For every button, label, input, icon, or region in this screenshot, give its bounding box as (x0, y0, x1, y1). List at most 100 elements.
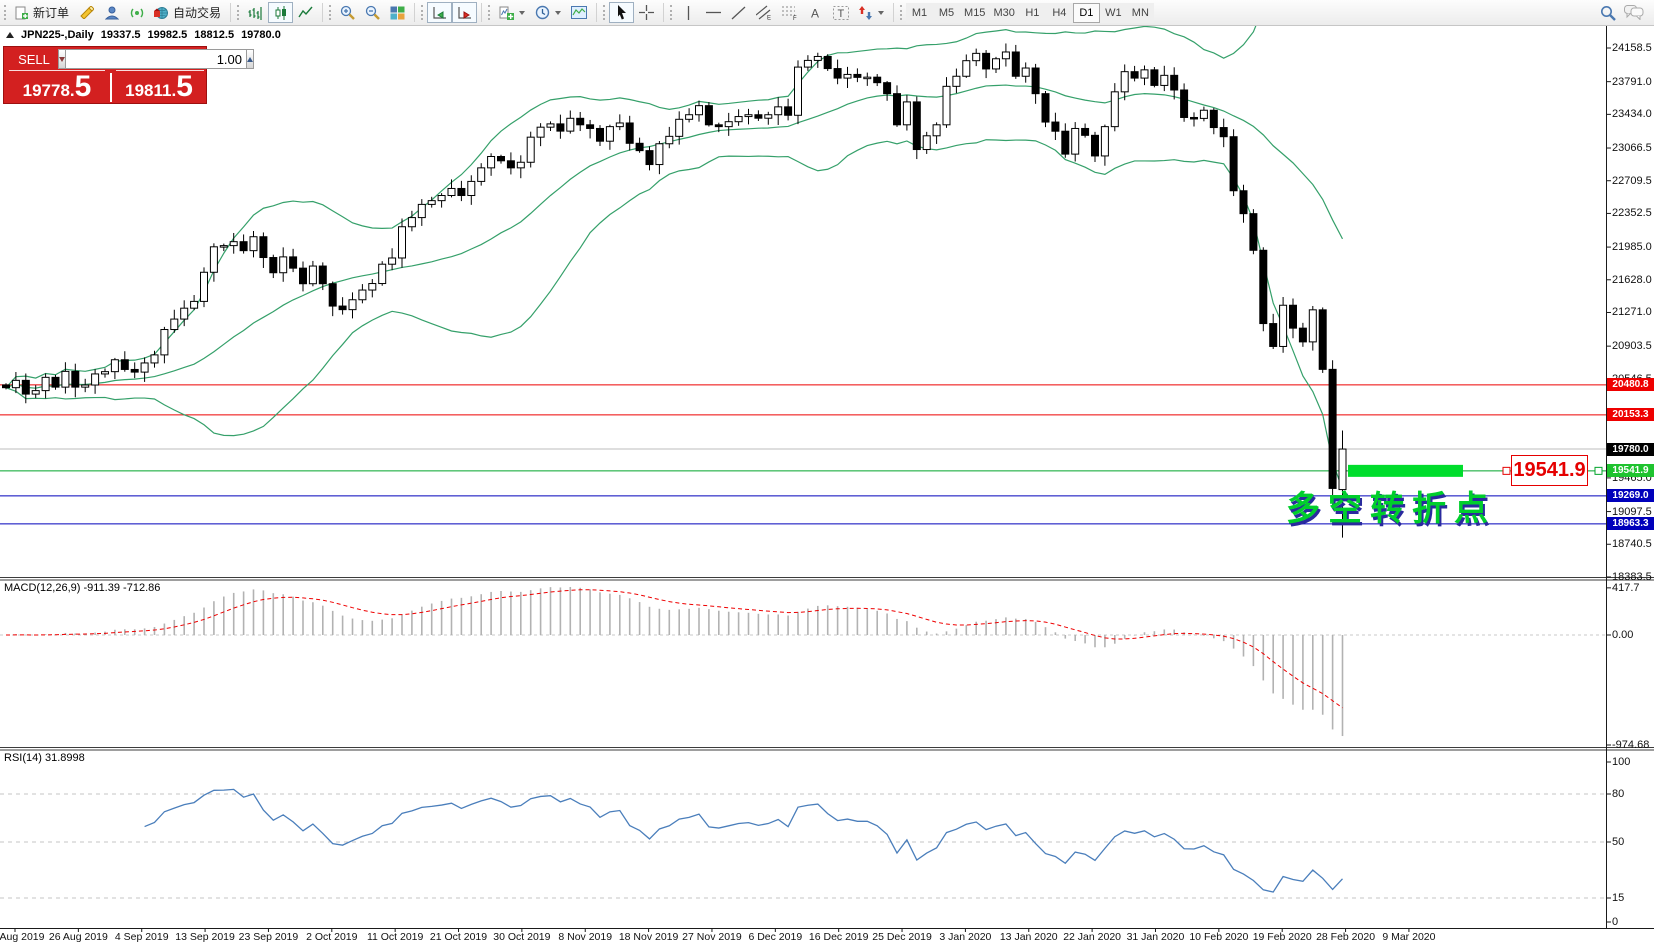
toolbar-grip[interactable] (237, 5, 240, 20)
chart-template-button[interactable] (566, 2, 592, 23)
spin-down-icon (59, 56, 65, 62)
toolbar-grip[interactable] (900, 5, 903, 20)
svg-text:E: E (767, 16, 771, 21)
rsi-tick-label: 0 (1612, 916, 1619, 928)
macd-tick-label: 0.00 (1612, 629, 1634, 641)
panel-collapse-toggle[interactable] (6, 32, 14, 38)
volume-increase-button[interactable] (246, 49, 254, 69)
level-price-callout[interactable]: 19541.9 (1511, 455, 1588, 486)
wand-icon (80, 6, 95, 19)
tile-windows-button[interactable] (385, 2, 410, 23)
buy-underline (116, 70, 204, 71)
chart-shift-icon (458, 6, 472, 19)
community-button[interactable] (99, 2, 124, 23)
price-tick-label: 23066.5 (1612, 142, 1652, 155)
new-order-label: 新订单 (33, 6, 70, 20)
signals-button[interactable] (124, 2, 149, 23)
volume-decrease-button[interactable] (58, 49, 66, 69)
toolbar: 新订单 自动交易 (0, 0, 1654, 26)
toolbar-grip[interactable] (670, 5, 673, 20)
chart-title: JPN225-,Daily 19337.5 19982.5 18812.5 19… (6, 29, 281, 41)
toolbar-grip[interactable] (4, 5, 6, 20)
toolbar-grip[interactable] (603, 5, 606, 20)
level-marker-label: 20153.3 (1607, 408, 1654, 422)
toolbar-separator (893, 3, 895, 22)
timeframe-H4[interactable]: H4 (1045, 2, 1073, 23)
chat-icon[interactable] (1624, 5, 1644, 20)
date-label: 21 Oct 2019 (429, 931, 488, 943)
ohlc-high: 19982.5 (147, 29, 188, 41)
toolbar-separator (596, 3, 598, 22)
toolbar-grip[interactable] (329, 5, 332, 20)
auto-scroll-button[interactable] (427, 2, 453, 23)
volume-input[interactable] (66, 49, 246, 69)
equidistant-channel-button[interactable]: E (751, 2, 777, 23)
periods-button[interactable] (530, 2, 566, 23)
date-label: 18 Nov 2019 (618, 931, 679, 943)
add-indicator-button[interactable] (494, 2, 530, 23)
mql-wizard-button[interactable] (74, 2, 99, 23)
level-marker-label: 19541.9 (1607, 464, 1654, 478)
timeframe-M15[interactable]: M15 (960, 2, 990, 23)
level-marker-label: 18963.3 (1607, 517, 1654, 531)
timeframe-M5[interactable]: M5 (933, 2, 961, 23)
line-chart-button[interactable] (293, 2, 318, 23)
timeframe-M1[interactable]: M1 (906, 2, 934, 23)
candlestick-chart-icon (275, 5, 286, 20)
signal-icon (130, 8, 143, 17)
text-a-icon: A (811, 7, 819, 20)
buy-price[interactable]: 19811 . 5 (112, 71, 206, 103)
chart-annotation-text[interactable]: 多空转折点 (1286, 490, 1496, 528)
date-label: 11 Oct 2019 (366, 931, 424, 943)
line-chart-icon (298, 6, 313, 18)
date-label: 27 Nov 2019 (682, 931, 742, 943)
date-label: 16 Dec 2019 (808, 931, 869, 943)
candlestick-chart-button[interactable] (268, 2, 294, 23)
text-button[interactable]: A (803, 2, 828, 23)
buy-price-dot: . (171, 81, 177, 100)
timeframe-H1[interactable]: H1 (1018, 2, 1046, 23)
auto-trading-button[interactable]: 自动交易 (149, 2, 226, 23)
bar-chart-button[interactable] (243, 2, 268, 23)
date-label: 30 Oct 2019 (493, 931, 551, 943)
sell-button[interactable]: SELL (18, 52, 50, 67)
price-tick-label: 22709.5 (1612, 174, 1652, 187)
cursor-button[interactable] (609, 2, 635, 23)
equidistant-channel-icon: E (756, 5, 771, 21)
toolbar-grip[interactable] (421, 5, 424, 20)
date-label: 2 Oct 2019 (306, 931, 358, 943)
toolbar-separator (230, 3, 232, 22)
buy-price-pip: 5 (176, 70, 193, 103)
symbol-period-label: JPN225-,Daily (21, 29, 94, 41)
arrows-button[interactable] (854, 2, 889, 23)
zoom-out-button[interactable] (360, 2, 385, 23)
sell-price[interactable]: 19778 . 5 (4, 71, 110, 103)
timeframe-M30[interactable]: M30 (989, 2, 1019, 23)
rsi-label: RSI(14) 31.8998 (4, 752, 85, 764)
price-tick-label: 20903.5 (1612, 340, 1652, 353)
text-label-button[interactable]: T (828, 2, 854, 23)
timeframe-W1[interactable]: W1 (1099, 2, 1127, 23)
timeframe-MN[interactable]: MN (1126, 2, 1154, 23)
timeframe-D1[interactable]: D1 (1072, 2, 1100, 23)
toolbar-group-chart-type (233, 0, 320, 25)
toolbar-separator (481, 3, 483, 22)
crosshair-button[interactable] (634, 2, 659, 23)
one-click-trading-panel: SELL BUY 19778 . 5 19811 . 5 (3, 46, 254, 104)
toolbar-grip[interactable] (488, 5, 491, 20)
zoom-in-button[interactable] (335, 2, 360, 23)
chart-shift-button[interactable] (452, 2, 478, 23)
date-label: 6 Dec 2019 (748, 931, 803, 943)
new-order-button[interactable]: 新订单 (10, 2, 74, 23)
fibonacci-button[interactable]: F (777, 2, 803, 23)
date-label: 4 Sep 2019 (114, 931, 169, 943)
vertical-line-button[interactable] (676, 2, 701, 23)
search-icon[interactable] (1600, 5, 1616, 21)
toolbar-group-cursor (599, 0, 661, 25)
trendline-button[interactable] (726, 2, 751, 23)
add-indicator-caret (519, 10, 526, 15)
horizontal-line-button[interactable] (701, 2, 726, 23)
tile-windows-icon (390, 6, 405, 19)
date-label: 19 Feb 2020 (1252, 931, 1312, 943)
